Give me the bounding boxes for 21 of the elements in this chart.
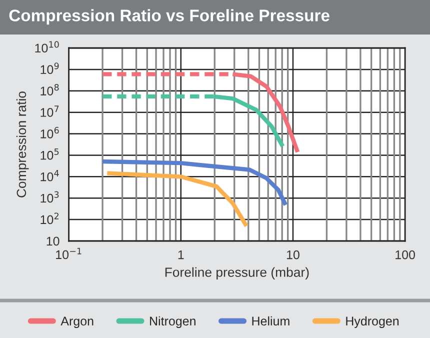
x-tick-label: 100 xyxy=(396,250,415,260)
legend-label: Nitrogen xyxy=(150,316,196,328)
legend-label: Hydrogen xyxy=(346,316,399,328)
y-tick-label: 10$^{10}$ xyxy=(35,41,59,53)
x-axis-title: Foreline pressure (mbar) xyxy=(165,267,309,280)
y-tick-label: 10$^{8}$ xyxy=(40,84,59,96)
x-tick-label: 10$^{−1}$ xyxy=(56,248,82,260)
legend-label: Argon xyxy=(60,316,94,328)
y-tick-label: 10$^{3}$ xyxy=(40,191,59,203)
y-tick-label: 10$^{5}$ xyxy=(40,148,59,160)
y-tick-label: 10 xyxy=(46,236,60,246)
y-tick-label: 10$^{6}$ xyxy=(40,126,59,138)
y-tick-label: 10$^{7}$ xyxy=(40,106,59,117)
y-tick-label: 10$^{4}$ xyxy=(40,170,59,182)
legend-label: Helium xyxy=(252,316,290,326)
y-axis-title: Compression ratio xyxy=(16,92,29,198)
y-tick-label: 10$^{2}$ xyxy=(40,212,58,224)
chart-title: Compression Ratio vs Foreline Pressure xyxy=(9,9,330,25)
x-tick-label: 1 xyxy=(178,250,184,260)
x-tick-label: 10 xyxy=(286,250,300,260)
y-tick-label: 10$^{9}$ xyxy=(40,62,59,74)
